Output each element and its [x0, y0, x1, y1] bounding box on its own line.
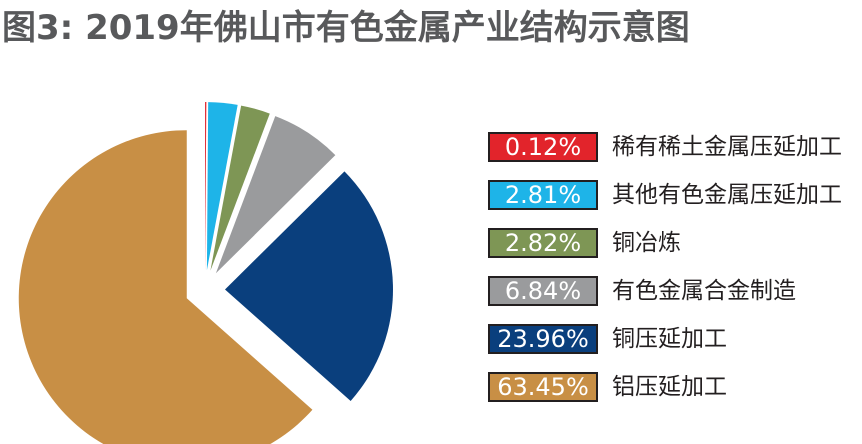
- legend-label: 有色金属合金制造: [612, 278, 796, 304]
- legend-value-badge: 63.45%: [488, 372, 598, 402]
- legend-label: 稀有稀土金属压延加工: [612, 134, 842, 160]
- legend-label: 铜压延加工: [612, 326, 727, 352]
- legend-item: 23.96% 铜压延加工: [488, 324, 842, 354]
- legend-item: 6.84% 有色金属合金制造: [488, 276, 842, 306]
- legend-label: 其他有色金属压延加工: [612, 182, 842, 208]
- legend-value-badge: 0.12%: [488, 132, 598, 162]
- pie-slice-1: [206, 102, 238, 271]
- legend-value-badge: 6.84%: [488, 276, 598, 306]
- legend-value-badge: 2.81%: [488, 180, 598, 210]
- legend-item: 2.81% 其他有色金属压延加工: [488, 180, 842, 210]
- chart-title: 图3: 2019年佛山市有色金属产业结构示意图: [2, 8, 690, 48]
- pie-slice-3: [215, 116, 336, 274]
- legend-value-badge: 23.96%: [488, 324, 598, 354]
- legend-item: 63.45% 铝压延加工: [488, 372, 842, 402]
- legend-item: 2.82% 铜冶炼: [488, 228, 842, 258]
- pie-slice-0: [205, 102, 207, 271]
- chart-legend: 0.12% 稀有稀土金属压延加工 2.81% 其他有色金属压延加工 2.82% 铜冶炼 6.…: [488, 132, 842, 420]
- legend-item: 0.12% 稀有稀土金属压延加工: [488, 132, 842, 162]
- legend-label: 铝压延加工: [612, 374, 727, 400]
- pie-slice-5: [18, 130, 313, 444]
- legend-label: 铜冶炼: [612, 230, 681, 256]
- pie-slice-4: [224, 171, 393, 401]
- legend-value-badge: 2.82%: [488, 228, 598, 258]
- pie-slice-2: [210, 105, 270, 271]
